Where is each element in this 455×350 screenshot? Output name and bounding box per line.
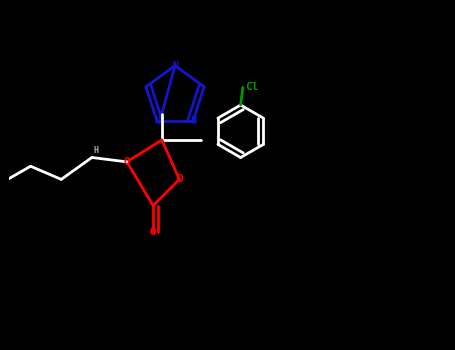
Text: O: O (176, 174, 183, 184)
Text: N: N (172, 61, 178, 71)
Text: H: H (94, 146, 99, 155)
Text: Cl: Cl (245, 83, 258, 92)
Text: N: N (154, 116, 160, 126)
Text: O: O (123, 157, 130, 167)
Text: N: N (190, 116, 196, 126)
Text: O: O (150, 227, 157, 237)
